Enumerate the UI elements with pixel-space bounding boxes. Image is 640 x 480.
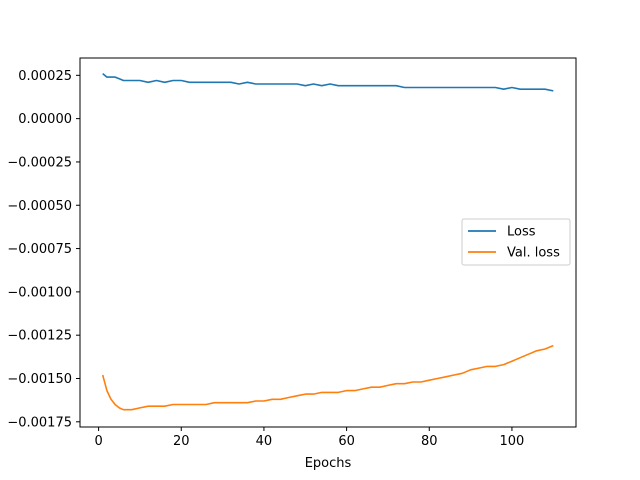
y-tick-label: −0.00150 <box>7 372 72 387</box>
legend-label: Loss <box>507 225 536 240</box>
plot-frame <box>79 57 577 428</box>
y-tick-label: −0.00075 <box>7 242 72 257</box>
legend: Loss Val. loss <box>461 218 571 266</box>
y-tick-label: 0.00025 <box>18 69 72 84</box>
y-tick-label: −0.00025 <box>7 155 72 170</box>
x-tick-label: 60 <box>338 434 355 449</box>
x-tick-label: 100 <box>500 434 525 449</box>
y-axis: 0.00025 0.00000 −0.00025 −0.00050 −0.00075 −0… <box>7 69 80 430</box>
x-axis-label: Epochs <box>305 456 352 471</box>
y-tick-label: 0.00000 <box>18 112 72 127</box>
series-layer <box>101 72 554 411</box>
x-tick-label: 80 <box>421 434 438 449</box>
x-tick-label: 40 <box>256 434 273 449</box>
x-tick-label: 0 <box>94 434 102 449</box>
x-tick-label: 20 <box>173 434 190 449</box>
legend-label: Val. loss <box>507 246 560 261</box>
y-tick-label: −0.00175 <box>7 415 72 430</box>
y-tick-label: −0.00100 <box>7 285 72 300</box>
x-axis: 0 20 40 60 80 100 <box>94 427 524 449</box>
y-tick-label: −0.00050 <box>7 199 72 214</box>
series-line-1 <box>102 72 554 92</box>
series-line-2 <box>101 344 554 411</box>
y-tick-label: −0.00125 <box>7 329 72 344</box>
